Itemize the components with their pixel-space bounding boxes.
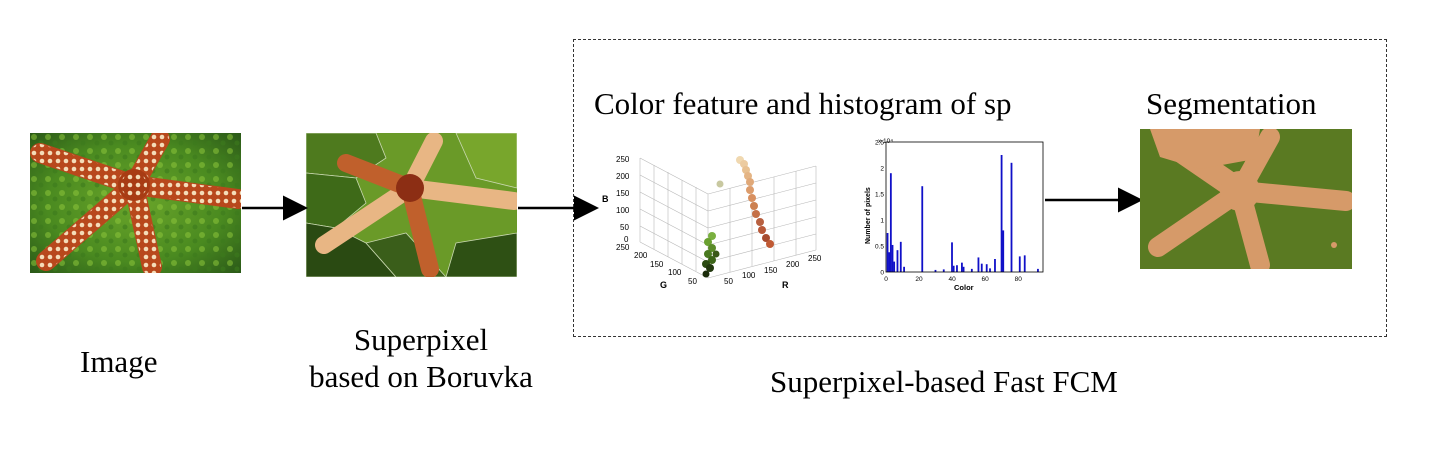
superpixel-color-histogram: x 10⁴ 2.5 2 1.5 1 0.5 0 0 20 40 60 80 Number of p… xyxy=(858,134,1048,294)
x-tick-1: 100 xyxy=(742,271,756,280)
color-feature-3d-scatter: 250 200 150 100 50 0 250 200 150 100 50 … xyxy=(598,150,838,295)
superpixel-label-line2: based on Boruvka xyxy=(309,358,533,394)
histogram-xlabel: Color xyxy=(954,283,974,292)
z-tick-4: 50 xyxy=(620,223,629,232)
histogram-bar-2 xyxy=(889,173,892,272)
histogram-svg: x 10⁴ 2.5 2 1.5 1 0.5 0 0 20 40 60 80 Number of p… xyxy=(865,138,1044,292)
segmentation-map xyxy=(1140,129,1352,269)
histogram-ytick-4: 0.5 xyxy=(875,244,884,251)
histogram-bar-10 xyxy=(942,269,945,272)
fast-fcm-dashed-box xyxy=(573,39,1387,337)
color-feature-label: Color feature and histogram of sp xyxy=(594,86,1012,121)
histogram-bar-14 xyxy=(961,262,963,272)
histogram-ytick-3: 1 xyxy=(880,218,884,225)
z-tick-3: 100 xyxy=(616,206,630,215)
histogram-bar-17 xyxy=(977,257,980,272)
superpixel-label: Superpixel based on Boruvka xyxy=(280,322,562,395)
histogram-ytick-1: 2 xyxy=(880,166,884,173)
x-tick-2: 150 xyxy=(764,266,778,275)
segmentation-label: Segmentation xyxy=(1146,86,1317,121)
z-tick-0: 250 xyxy=(616,155,630,164)
z-tick-2: 150 xyxy=(616,189,630,198)
histogram-bar-16 xyxy=(970,268,973,272)
histogram-bar-20 xyxy=(989,268,991,272)
histogram-bar-13 xyxy=(956,265,958,272)
histogram-bar-19 xyxy=(985,264,988,272)
histogram-ylabel: Number of pixels xyxy=(865,187,872,244)
histogram-bar-21 xyxy=(994,259,996,272)
histogram-xtick-1: 20 xyxy=(915,276,923,283)
histogram-bar-6 xyxy=(899,241,902,272)
fast-fcm-label: Superpixel-based Fast FCM xyxy=(770,364,1118,399)
histogram-bar-11 xyxy=(951,242,953,272)
histogram-xtick-0: 0 xyxy=(884,276,888,283)
histogram-ytick-2: 1.5 xyxy=(875,192,884,199)
y-axis-label: G xyxy=(660,280,667,290)
starfish-photo xyxy=(30,133,241,273)
x-tick-4: 250 xyxy=(808,254,822,263)
histogram-bar-12 xyxy=(952,265,955,272)
superpixel-label-line1: Superpixel xyxy=(353,322,489,357)
histogram-xtick-4: 80 xyxy=(1015,276,1023,283)
histogram-bar-27 xyxy=(1037,268,1039,272)
histogram-bar-7 xyxy=(903,266,905,272)
x-axis-label: R xyxy=(782,280,789,290)
histogram-bar-1 xyxy=(888,252,891,272)
histogram-bar-4 xyxy=(893,261,896,272)
segmentation-image xyxy=(1140,129,1352,269)
histogram-bar-3 xyxy=(891,244,894,272)
x-tick-3: 200 xyxy=(786,260,800,269)
z-tick-1: 200 xyxy=(616,172,630,181)
histogram-bar-22 xyxy=(1000,155,1003,272)
z-axis-label: B xyxy=(602,194,609,204)
histogram-xtick-2: 40 xyxy=(948,276,956,283)
scatter-points xyxy=(702,156,774,278)
histogram-bar-0 xyxy=(886,233,889,272)
y-exponent-label: x 10⁴ xyxy=(878,138,893,145)
histogram-ytick-0: 2.5 xyxy=(875,140,884,147)
superpixel-map xyxy=(306,133,517,277)
y-tick-4: 50 xyxy=(688,277,697,286)
histogram-bar-9 xyxy=(934,269,937,272)
superpixel-image xyxy=(306,133,517,277)
scatter3d-svg: 250 200 150 100 50 0 250 200 150 100 50 … xyxy=(602,155,822,290)
z-tick-5: 0 xyxy=(624,235,629,244)
histogram-bar-15 xyxy=(962,266,965,272)
y-tick-2: 150 xyxy=(650,260,664,269)
image-label: Image xyxy=(80,344,158,379)
histogram-bar-24 xyxy=(1010,162,1013,272)
histogram-ytick-5: 0 xyxy=(880,270,884,277)
y-tick-0: 250 xyxy=(616,243,630,252)
histogram-bar-23 xyxy=(1002,230,1005,272)
histogram-frame xyxy=(885,141,1044,273)
y-tick-3: 100 xyxy=(668,268,682,277)
histogram-xtick-3: 60 xyxy=(982,276,990,283)
histogram-bar-8 xyxy=(921,186,924,272)
histogram-bar-5 xyxy=(896,250,899,272)
histogram-bar-25 xyxy=(1018,256,1021,272)
y-tick-1: 200 xyxy=(634,251,648,260)
histogram-bar-18 xyxy=(980,263,983,272)
x-tick-0: 50 xyxy=(724,277,733,286)
histogram-bar-26 xyxy=(1023,255,1026,272)
input-image xyxy=(30,133,241,273)
